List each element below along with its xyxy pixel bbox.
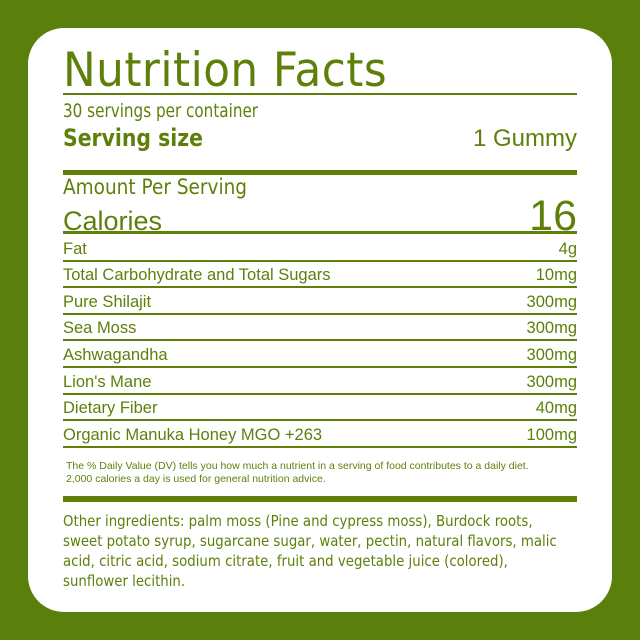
other-ingredients: Other ingredients: palm moss (Pine and c…: [63, 513, 557, 590]
nutrient-amount: 300mg: [526, 319, 577, 338]
nutrient-amount: 300mg: [526, 345, 577, 364]
nutrient-amount: 4g: [558, 239, 577, 258]
nutrient-name: Lion's Mane: [63, 372, 152, 391]
thick-divider: [63, 496, 577, 502]
serving-size-label: Serving size: [63, 124, 203, 152]
nutrient-row: Sea Moss 300mg: [63, 315, 577, 342]
nutrient-row: Organic Manuka Honey MGO +263 100mg: [63, 421, 577, 448]
nutrient-name: Organic Manuka Honey MGO +263: [63, 425, 323, 444]
nutrient-row: Ashwagandha 300mg: [63, 341, 577, 368]
dv-note-line: The % Daily Value (DV) tells you how muc…: [66, 460, 529, 472]
nutrient-amount: 300mg: [526, 372, 577, 391]
dv-note-line: 2,000 calories a day is used for general…: [66, 473, 326, 485]
divider: [63, 231, 577, 234]
nutrient-name: Ashwagandha: [63, 345, 168, 364]
nutrient-row: Fat 4g: [63, 235, 577, 262]
nutrient-row: Dietary Fiber 40mg: [63, 395, 577, 422]
divider: [63, 93, 577, 95]
nutrient-name: Sea Moss: [63, 319, 137, 338]
daily-value-note: The % Daily Value (DV) tells you how muc…: [66, 460, 580, 486]
nutrition-label-card: Nutrition Facts 30 servings per containe…: [28, 28, 612, 612]
serving-size-value: 1 Gummy: [472, 125, 577, 152]
nutrient-amount: 100mg: [526, 425, 577, 444]
nutrient-name: Pure Shilajit: [63, 292, 152, 311]
nutrient-amount: 10mg: [535, 266, 577, 285]
nutrient-name: Dietary Fiber: [63, 399, 158, 418]
thick-divider: [63, 170, 577, 175]
nutrient-row: Pure Shilajit 300mg: [63, 288, 577, 315]
serving-size-row: Serving size 1 Gummy: [63, 124, 577, 153]
nutrient-name: Fat: [63, 239, 87, 258]
label-title: Nutrition Facts: [63, 43, 388, 98]
nutrient-amount: 40mg: [535, 399, 577, 418]
nutrient-amount: 300mg: [526, 292, 577, 311]
nutrient-name: Total Carbohydrate and Total Sugars: [63, 266, 331, 285]
servings-per-container: 30 servings per container: [63, 100, 259, 122]
nutrient-row: Total Carbohydrate and Total Sugars 10mg: [63, 262, 577, 289]
nutrient-row: Lion's Mane 300mg: [63, 368, 577, 395]
amount-per-serving: Amount Per Serving: [63, 175, 248, 199]
